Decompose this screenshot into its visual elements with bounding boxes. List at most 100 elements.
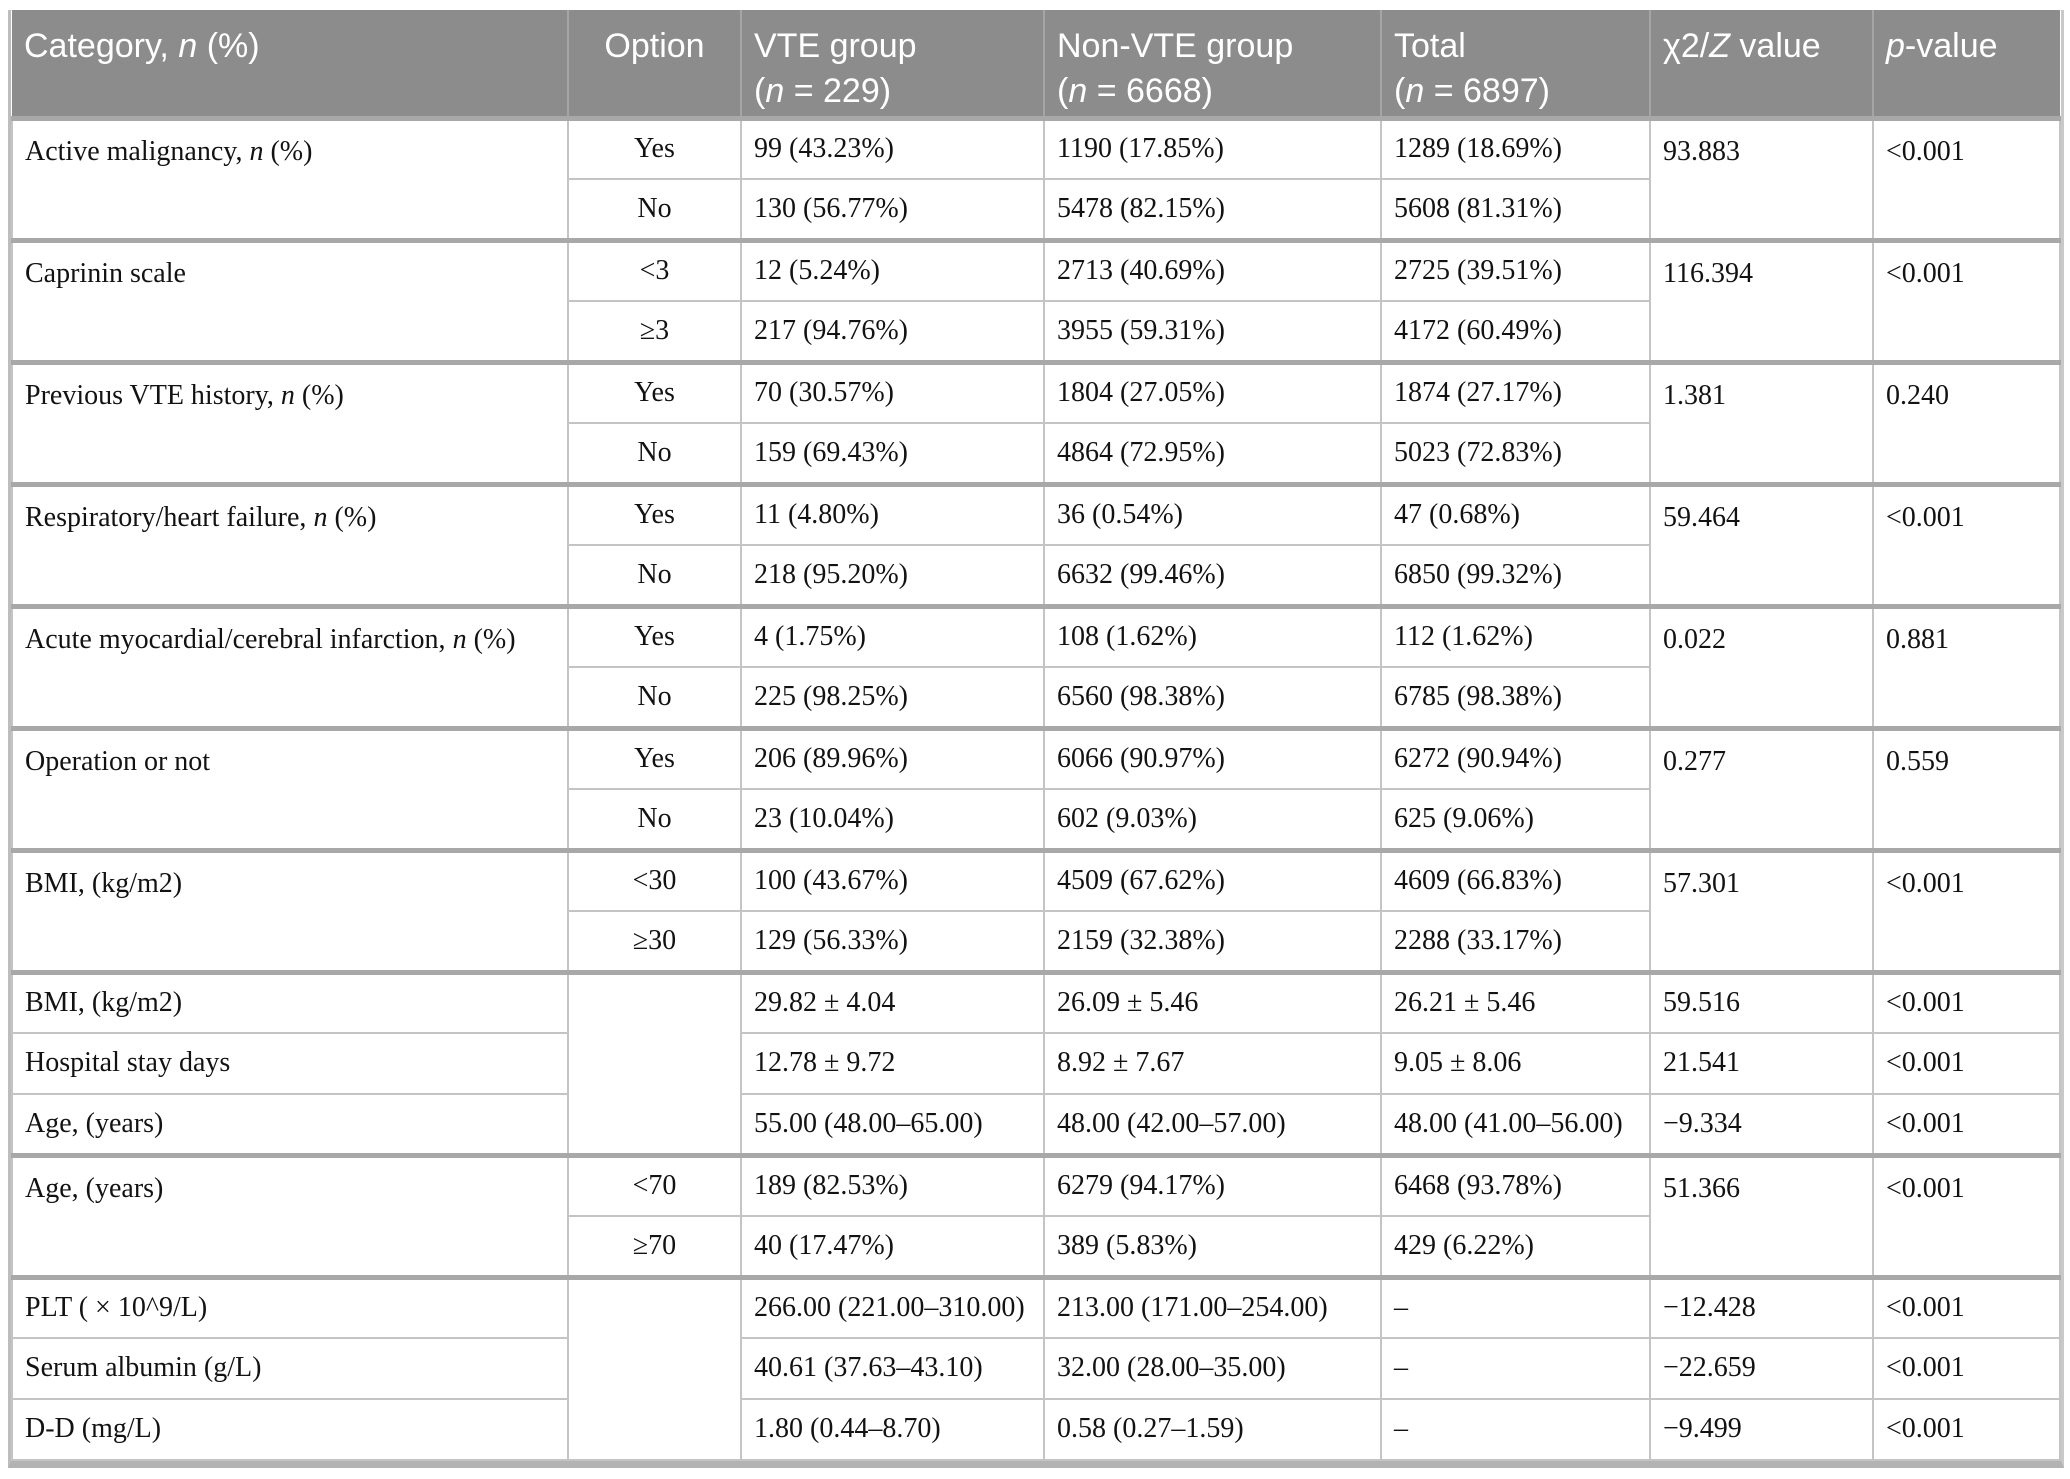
p-value-cell: 0.881 bbox=[1872, 603, 2061, 729]
total-cell: – bbox=[1380, 1337, 1651, 1400]
option-cell: Yes bbox=[567, 481, 742, 546]
p-value-cell: <0.001 bbox=[1872, 1093, 2061, 1156]
table-row: D-D (mg/L) 1.80 (0.44–8.70) 0.58 (0.27–1.5… bbox=[11, 1398, 2061, 1461]
non-vte-group-cell: 3955 (59.31%) bbox=[1043, 300, 1382, 363]
chi-z-cell: 116.394 bbox=[1649, 237, 1874, 363]
non-vte-group-cell: 213.00 (171.00–254.00) bbox=[1043, 1274, 1382, 1339]
table-row: Hospital stay days 12.78 ± 9.72 8.92 ± 7.6… bbox=[11, 1032, 2061, 1095]
chi-z-cell: −9.334 bbox=[1649, 1093, 1874, 1156]
option-cell-empty bbox=[567, 969, 742, 1156]
total-cell: 5023 (72.83%) bbox=[1380, 422, 1651, 485]
non-vte-group-cell: 2159 (32.38%) bbox=[1043, 910, 1382, 973]
vte-group-cell: 1.80 (0.44–8.70) bbox=[740, 1398, 1045, 1461]
vte-group-cell: 129 (56.33%) bbox=[740, 910, 1045, 973]
vte-group-cell: 40 (17.47%) bbox=[740, 1215, 1045, 1278]
table-row: No 130 (56.77%) 5478 (82.15%) 5608 (81.31%) bbox=[12, 178, 2060, 241]
category-cell: Serum albumin (g/L) bbox=[11, 1337, 569, 1400]
p-value-cell: <0.001 bbox=[1872, 1274, 2061, 1339]
option-cell: ≥3 bbox=[567, 300, 742, 363]
p-value-cell: <0.001 bbox=[1872, 115, 2061, 241]
category-cell: Hospital stay days bbox=[11, 1032, 569, 1095]
table-row: ≥70 40 (17.47%) 389 (5.83%) 429 (6.22%) bbox=[12, 1215, 2060, 1278]
chi-z-cell: 59.464 bbox=[1649, 481, 1874, 607]
non-vte-group-cell: 0.58 (0.27–1.59) bbox=[1043, 1398, 1382, 1461]
vte-group-cell: 218 (95.20%) bbox=[740, 544, 1045, 607]
option-cell-empty bbox=[567, 1274, 742, 1461]
vte-group-cell: 217 (94.76%) bbox=[740, 300, 1045, 363]
table-row: Previous VTE history, n (%) Yes 70 (30.57%… bbox=[11, 359, 2061, 485]
p-value-cell: <0.001 bbox=[1872, 1337, 2061, 1400]
table-row: Respiratory/heart failure, n (%) Yes 11 (4… bbox=[11, 481, 2061, 607]
non-vte-group-cell: 6066 (90.97%) bbox=[1043, 725, 1382, 790]
total-cell: 5608 (81.31%) bbox=[1380, 178, 1651, 241]
option-cell: No bbox=[567, 666, 742, 729]
category-cell: Active malignancy, n (%) bbox=[11, 115, 569, 241]
total-cell: 2288 (33.17%) bbox=[1380, 910, 1651, 973]
vte-group-cell: 11 (4.80%) bbox=[740, 481, 1045, 546]
total-cell: 6468 (93.78%) bbox=[1380, 1152, 1651, 1217]
table-row: ≥30 129 (56.33%) 2159 (32.38%) 2288 (33.17%… bbox=[12, 910, 2060, 973]
chi-z-cell: 93.883 bbox=[1649, 115, 1874, 241]
table-row: Operation or not Yes 206 (89.96%) 6066 (90.… bbox=[11, 725, 2061, 851]
non-vte-group-cell: 26.09 ± 5.46 bbox=[1043, 969, 1382, 1034]
table-row: Age, (years) 55.00 (48.00–65.00) 48.00 (42… bbox=[11, 1093, 2061, 1156]
non-vte-group-cell: 6632 (99.46%) bbox=[1043, 544, 1382, 607]
chi-z-cell: 21.541 bbox=[1649, 1032, 1874, 1095]
total-cell: – bbox=[1380, 1398, 1651, 1461]
p-value-cell: 0.240 bbox=[1872, 359, 2061, 485]
category-cell: BMI, (kg/m2) bbox=[11, 847, 569, 973]
total-cell: 6850 (99.32%) bbox=[1380, 544, 1651, 607]
total-cell: 112 (1.62%) bbox=[1380, 603, 1651, 668]
option-cell: <70 bbox=[567, 1152, 742, 1217]
vte-group-cell: 206 (89.96%) bbox=[740, 725, 1045, 790]
option-cell: Yes bbox=[567, 115, 742, 180]
stats-table-wrap: Category, n (%) Option VTE group (n = 229… bbox=[8, 10, 2064, 1468]
header-row: Category, n (%) Option VTE group (n = 229… bbox=[12, 10, 2060, 119]
vte-group-cell: 40.61 (37.63–43.10) bbox=[740, 1337, 1045, 1400]
non-vte-group-cell: 48.00 (42.00–57.00) bbox=[1043, 1093, 1382, 1156]
total-cell: 1874 (27.17%) bbox=[1380, 359, 1651, 424]
option-cell: No bbox=[567, 178, 742, 241]
vte-group-cell: 100 (43.67%) bbox=[740, 847, 1045, 912]
total-cell: 47 (0.68%) bbox=[1380, 481, 1651, 546]
col-header-vte-group: VTE group (n = 229) bbox=[741, 10, 1045, 119]
category-cell: Age, (years) bbox=[11, 1093, 569, 1156]
table-row: ≥3 217 (94.76%) 3955 (59.31%) 4172 (60.49%) bbox=[12, 300, 2060, 363]
p-value-cell: <0.001 bbox=[1872, 847, 2061, 973]
vte-group-cell: 70 (30.57%) bbox=[740, 359, 1045, 424]
option-cell: <30 bbox=[567, 847, 742, 912]
non-vte-group-cell: 32.00 (28.00–35.00) bbox=[1043, 1337, 1382, 1400]
category-cell: Caprinin scale bbox=[11, 237, 569, 363]
vte-group-cell: 23 (10.04%) bbox=[740, 788, 1045, 851]
category-cell: D-D (mg/L) bbox=[11, 1398, 569, 1461]
total-cell: 625 (9.06%) bbox=[1380, 788, 1651, 851]
option-cell: Yes bbox=[567, 603, 742, 668]
non-vte-group-cell: 389 (5.83%) bbox=[1043, 1215, 1382, 1278]
non-vte-group-cell: 4864 (72.95%) bbox=[1043, 422, 1382, 485]
vte-group-cell: 29.82 ± 4.04 bbox=[740, 969, 1045, 1034]
option-cell: No bbox=[567, 422, 742, 485]
chi-z-cell: 51.366 bbox=[1649, 1152, 1874, 1278]
table-row: PLT ( × 10^9/L) 266.00 (221.00–310.00) 213… bbox=[11, 1274, 2061, 1461]
p-value-cell: <0.001 bbox=[1872, 237, 2061, 363]
p-value-cell: <0.001 bbox=[1872, 1032, 2061, 1095]
category-cell: Respiratory/heart failure, n (%) bbox=[11, 481, 569, 607]
table-row: Serum albumin (g/L) 40.61 (37.63–43.10) 32… bbox=[11, 1337, 2061, 1400]
p-value-cell: <0.001 bbox=[1872, 481, 2061, 607]
p-value-cell: <0.001 bbox=[1872, 969, 2061, 1034]
non-vte-group-cell: 4509 (67.62%) bbox=[1043, 847, 1382, 912]
table-row: No 23 (10.04%) 602 (9.03%) 625 (9.06%) bbox=[12, 788, 2060, 851]
chi-z-cell: −9.499 bbox=[1649, 1398, 1874, 1461]
table-row: Age, (years) <70 189 (82.53%) 6279 (94.17%)… bbox=[11, 1152, 2061, 1278]
option-cell: No bbox=[567, 788, 742, 851]
total-cell: – bbox=[1380, 1274, 1651, 1339]
table-row: No 225 (98.25%) 6560 (98.38%) 6785 (98.38%) bbox=[12, 666, 2060, 729]
stats-table: Category, n (%) Option VTE group (n = 229… bbox=[11, 10, 2061, 1461]
table-row: No 218 (95.20%) 6632 (99.46%) 6850 (99.32%) bbox=[12, 544, 2060, 607]
p-value-cell: <0.001 bbox=[1872, 1152, 2061, 1278]
non-vte-group-cell: 36 (0.54%) bbox=[1043, 481, 1382, 546]
col-header-p-value: p-value bbox=[1873, 10, 2060, 119]
non-vte-group-cell: 1804 (27.05%) bbox=[1043, 359, 1382, 424]
non-vte-group-cell: 6560 (98.38%) bbox=[1043, 666, 1382, 729]
chi-z-cell: −12.428 bbox=[1649, 1274, 1874, 1339]
